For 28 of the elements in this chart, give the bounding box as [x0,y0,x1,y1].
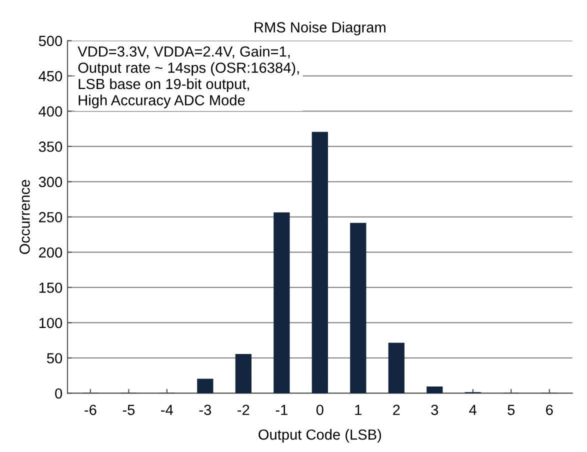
chart-title: RMS Noise Diagram [254,22,386,36]
y-tick-label: 50 [47,353,62,364]
y-tick-label: 150 [39,282,62,293]
x-tick-label: -5 [122,404,135,416]
x-tick-label: -3 [199,404,212,416]
x-tick-label: -4 [161,404,173,415]
x-tick-label: 4 [469,404,477,415]
x-tick-label: -2 [238,404,250,415]
x-tick-label: 6 [546,404,553,416]
y-tick-label: 300 [38,176,62,188]
x-tick-label: -6 [84,404,96,416]
y-tick-label: 450 [38,71,62,82]
y-tick-label: 400 [38,106,62,117]
y-axis-title: Occurrence [20,180,30,254]
y-tick-label: 500 [38,36,62,46]
x-tick-label: 5 [508,404,515,416]
x-tick-label: 3 [431,404,438,416]
y-tick-label: 0 [55,388,62,399]
x-tick-label: 2 [393,404,400,415]
y-tick-label: 100 [39,318,62,328]
annotation: VDD=3.3V, VDDA=2.4V, Gain=1, Output rate ~ 14sps (OSR:16384), LSB base on 19-bit output, High Accuracy ADC Mode [78,46,299,108]
x-axis-title: Output Code (LSB) [258,429,382,443]
x-tick-label: 1 [355,404,362,415]
x-tick-label: -1 [276,404,288,415]
x-tick-label: 0 [316,404,324,416]
y-tick-label: 350 [38,142,62,152]
y-tick-label: 250 [39,212,62,222]
y-tick-label: 200 [39,247,62,258]
